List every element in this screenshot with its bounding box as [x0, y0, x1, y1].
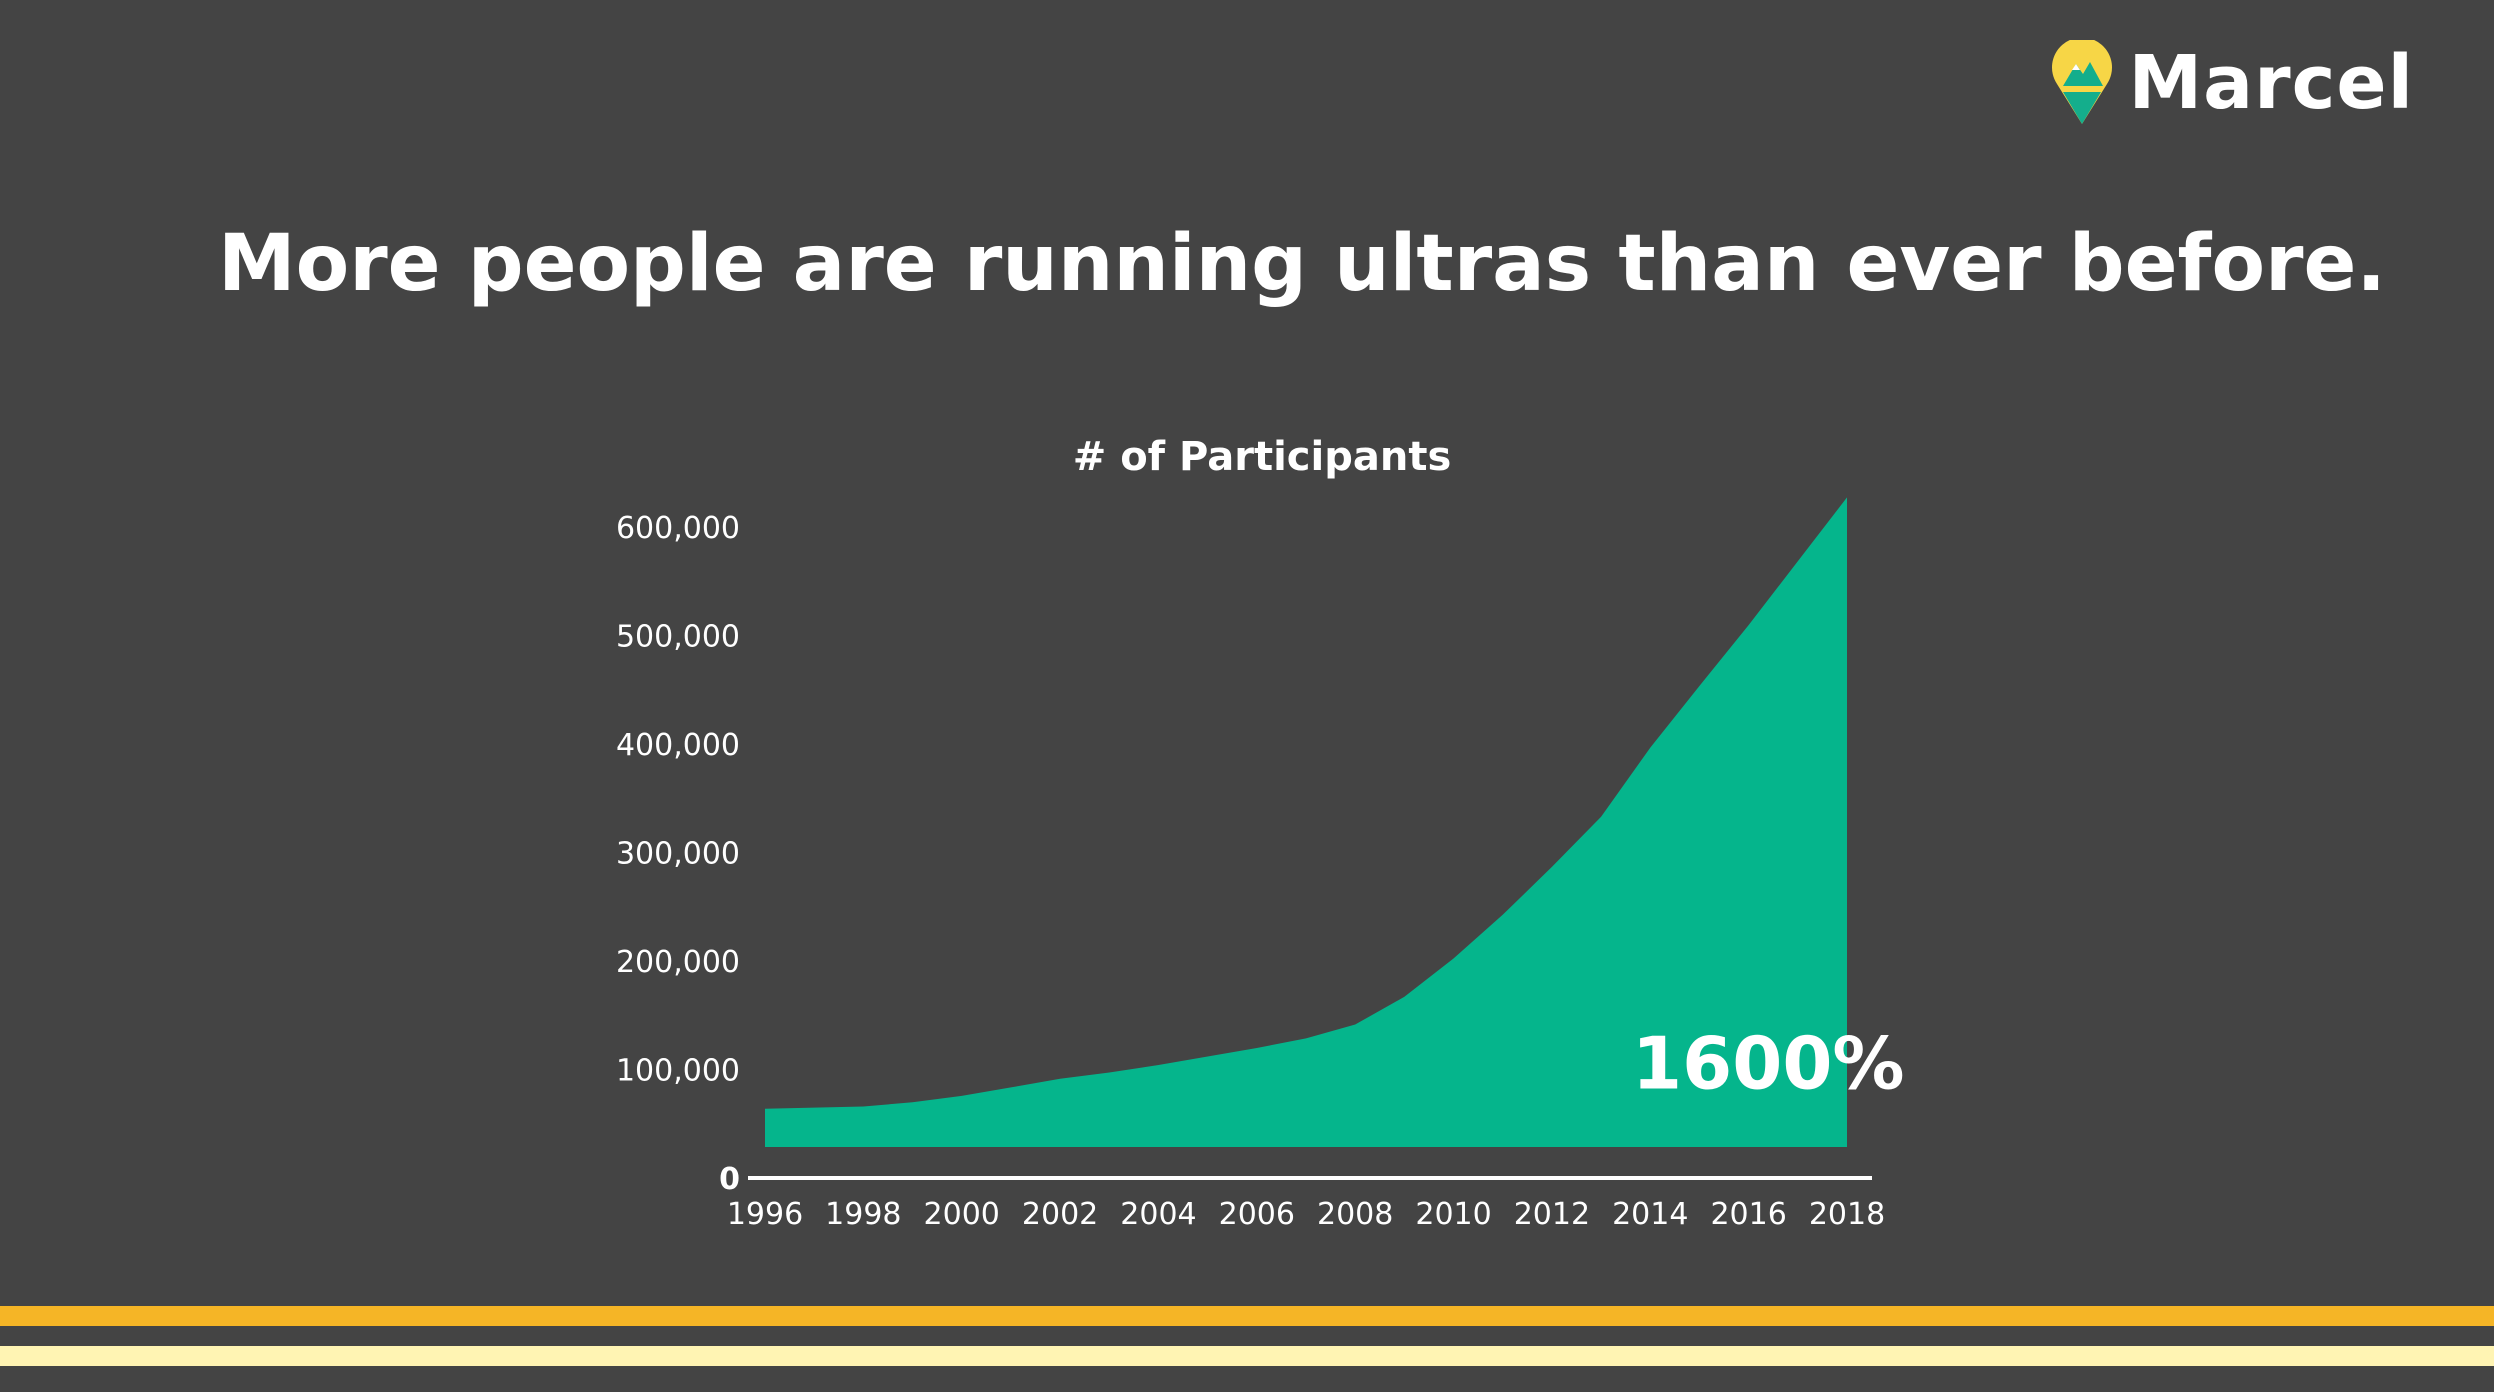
- participants-area: [765, 497, 1847, 1147]
- x-tick-label: 2016: [1710, 1197, 1786, 1232]
- y-axis-tick-labels: 0 100,000 200,000 300,000 400,000 500,000 600,…: [616, 511, 740, 1197]
- x-tick-label: 1998: [825, 1197, 901, 1232]
- brand-name: Marcel: [2128, 40, 2414, 126]
- y-tick-label: 300,000: [616, 837, 740, 872]
- x-tick-label: 2008: [1317, 1197, 1393, 1232]
- headline: More people are running ultras than ever…: [218, 219, 2387, 309]
- x-tick-label: 2002: [1022, 1197, 1098, 1232]
- x-tick-label: 2000: [924, 1197, 1000, 1232]
- map-pin-mountain-icon: [2051, 40, 2112, 124]
- x-tick-label: 2004: [1120, 1197, 1196, 1232]
- x-tick-label: 2012: [1514, 1197, 1590, 1232]
- x-tick-label: 2018: [1809, 1197, 1885, 1232]
- y-tick-label: 0: [719, 1162, 740, 1197]
- y-tick-label: 600,000: [616, 511, 740, 546]
- cream-stripe: [0, 1346, 2494, 1366]
- y-tick-label: 100,000: [616, 1054, 740, 1089]
- x-tick-label: 2006: [1219, 1197, 1295, 1232]
- x-axis-tick-labels: 1996 1998 2000 2002 2004 2006 2008 2010 2012 2014…: [727, 1197, 1885, 1232]
- x-tick-label: 2010: [1415, 1197, 1491, 1232]
- growth-annotation: 1600%: [1632, 1022, 1905, 1106]
- x-tick-label: 2014: [1612, 1197, 1688, 1232]
- y-tick-label: 500,000: [616, 620, 740, 655]
- chart-annotations: 1600%: [1632, 1022, 1905, 1106]
- brand: Marcel: [2049, 40, 2415, 126]
- chart-title: # of Participants: [1073, 434, 1452, 480]
- x-tick-label: 1996: [727, 1197, 803, 1232]
- y-tick-label: 200,000: [616, 945, 740, 980]
- gold-stripe: [0, 1306, 2494, 1326]
- y-tick-label: 400,000: [616, 728, 740, 763]
